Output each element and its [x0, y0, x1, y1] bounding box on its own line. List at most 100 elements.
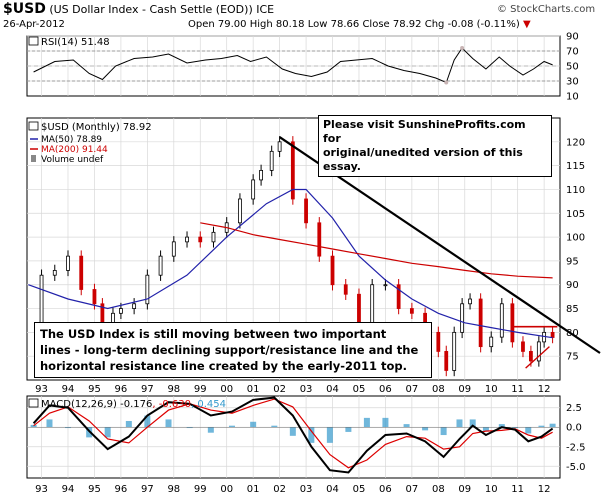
macd-histogram-bar	[165, 419, 172, 428]
price-candle	[370, 284, 375, 324]
high-label: High	[249, 19, 273, 30]
macd-histogram-bar	[345, 427, 352, 432]
visit-note-line2: original/unedited version of this essay.	[323, 146, 523, 173]
rsi-y-tick-label: 50	[566, 62, 579, 73]
macd-histogram-bar	[289, 427, 296, 436]
price-candle	[409, 308, 414, 314]
macd-histogram-bar	[498, 424, 505, 428]
x-tick-label: 95	[88, 484, 101, 495]
macd-line	[32, 396, 554, 474]
x-tick-label: 00	[220, 484, 233, 495]
macd-histogram-bar	[422, 427, 429, 431]
x-tick-label: 93	[35, 384, 48, 395]
chart-title: $USD (US Dollar Index - Cash Settle (EOD…	[3, 1, 274, 17]
macd-histogram-bar	[456, 419, 463, 428]
price-y-tick-label: 100	[566, 233, 585, 244]
ma50-legend: MA(50) 78.89	[41, 135, 102, 145]
price-candle	[478, 298, 483, 348]
x-tick-label: 96	[115, 484, 128, 495]
x-tick-label: 03	[300, 384, 313, 395]
rsi-y-tick-label: 30	[566, 77, 579, 88]
price-candle	[521, 341, 525, 352]
price-y-tick-label: 75	[566, 352, 579, 363]
macd-legend: MACD(12,26,9) -0.176, -0.630, 0.454	[41, 399, 226, 410]
rsi-y-tick-label: 70	[566, 47, 579, 58]
high-value: 80.18	[275, 19, 305, 30]
x-tick-label: 02	[273, 384, 286, 395]
x-tick-label: 07	[406, 384, 419, 395]
price-y-tick-label: 120	[566, 137, 585, 148]
rsi-y-tick-label: 10	[566, 92, 579, 103]
macd-histogram-bar	[538, 425, 545, 428]
macd-histogram-bar	[403, 424, 410, 428]
price-legend-swatch	[28, 121, 39, 131]
instrument-name: (US Dollar Index - Cash Settle (EOD))	[49, 3, 253, 16]
ma50-line	[28, 188, 553, 339]
price-candle	[536, 341, 541, 362]
rsi-legend-swatch	[28, 36, 39, 46]
x-tick-label: 04	[326, 484, 339, 495]
price-candle	[185, 236, 189, 243]
price-candle	[92, 289, 97, 305]
x-tick-label: 09	[458, 384, 471, 395]
price-candle	[171, 241, 176, 257]
x-tick-label: 05	[353, 384, 366, 395]
price-candle	[145, 274, 150, 305]
analysis-note-line2: lines - long-term declining support/resi…	[40, 343, 419, 357]
price-y-tick-label: 95	[566, 256, 579, 267]
price-candle	[259, 169, 263, 181]
x-tick-label: 08	[432, 484, 445, 495]
price-candle	[277, 141, 282, 152]
low-value: 78.66	[330, 19, 360, 30]
down-arrow-icon: ▼	[523, 19, 531, 30]
close-label: Close	[362, 19, 390, 30]
macd-histogram-bar	[46, 419, 53, 428]
price-y-tick-label: 85	[566, 304, 579, 315]
x-tick-label: 10	[485, 384, 498, 395]
visit-note-line1: Please visit SunshineProfits.com for	[323, 118, 526, 145]
macd-histogram-bar	[271, 425, 278, 428]
price-candle	[119, 308, 123, 314]
macd-histogram-bar	[308, 427, 315, 443]
macd-histogram-bar	[482, 427, 489, 432]
price-candle	[357, 293, 361, 324]
x-tick-label: 12	[538, 484, 551, 495]
price-candle	[66, 255, 70, 271]
price-candle	[198, 236, 203, 243]
macd-signal-line	[33, 398, 553, 469]
x-tick-label: 12	[538, 384, 551, 395]
price-candle	[444, 351, 449, 371]
chg-value: -0.08 (-0.11%)	[447, 19, 520, 30]
price-candle	[211, 231, 216, 243]
macd-histogram-bar	[30, 424, 37, 428]
price-candle	[383, 284, 388, 287]
macd-histogram-bar	[525, 427, 532, 434]
price-candle	[330, 255, 335, 286]
rsi-extreme-point	[460, 46, 465, 50]
ma200-line	[200, 222, 553, 279]
macd-histogram-bar	[326, 427, 333, 443]
x-tick-label: 04	[326, 384, 339, 395]
price-candle	[304, 198, 308, 224]
x-tick-label: 02	[273, 484, 286, 495]
x-tick-label: 97	[141, 484, 154, 495]
x-tick-label: 01	[247, 484, 260, 495]
price-candle	[269, 150, 274, 171]
x-tick-label: 98	[167, 384, 180, 395]
macd-histogram-bar	[512, 427, 519, 429]
price-candle	[158, 255, 163, 276]
price-candle	[132, 303, 137, 309]
watermark: © StockCharts.com	[497, 4, 596, 15]
price-candle	[317, 222, 322, 257]
x-tick-label: 10	[485, 484, 498, 495]
price-candle	[452, 331, 457, 371]
price-candle	[436, 331, 441, 352]
x-tick-label: 05	[353, 484, 366, 495]
rsi-extreme-point	[444, 80, 449, 85]
volume-legend-swatch	[31, 155, 36, 162]
low-label: Low	[307, 19, 328, 30]
x-tick-label: 06	[379, 484, 392, 495]
macd-histogram-bar	[549, 423, 556, 428]
price-candle	[290, 141, 295, 200]
